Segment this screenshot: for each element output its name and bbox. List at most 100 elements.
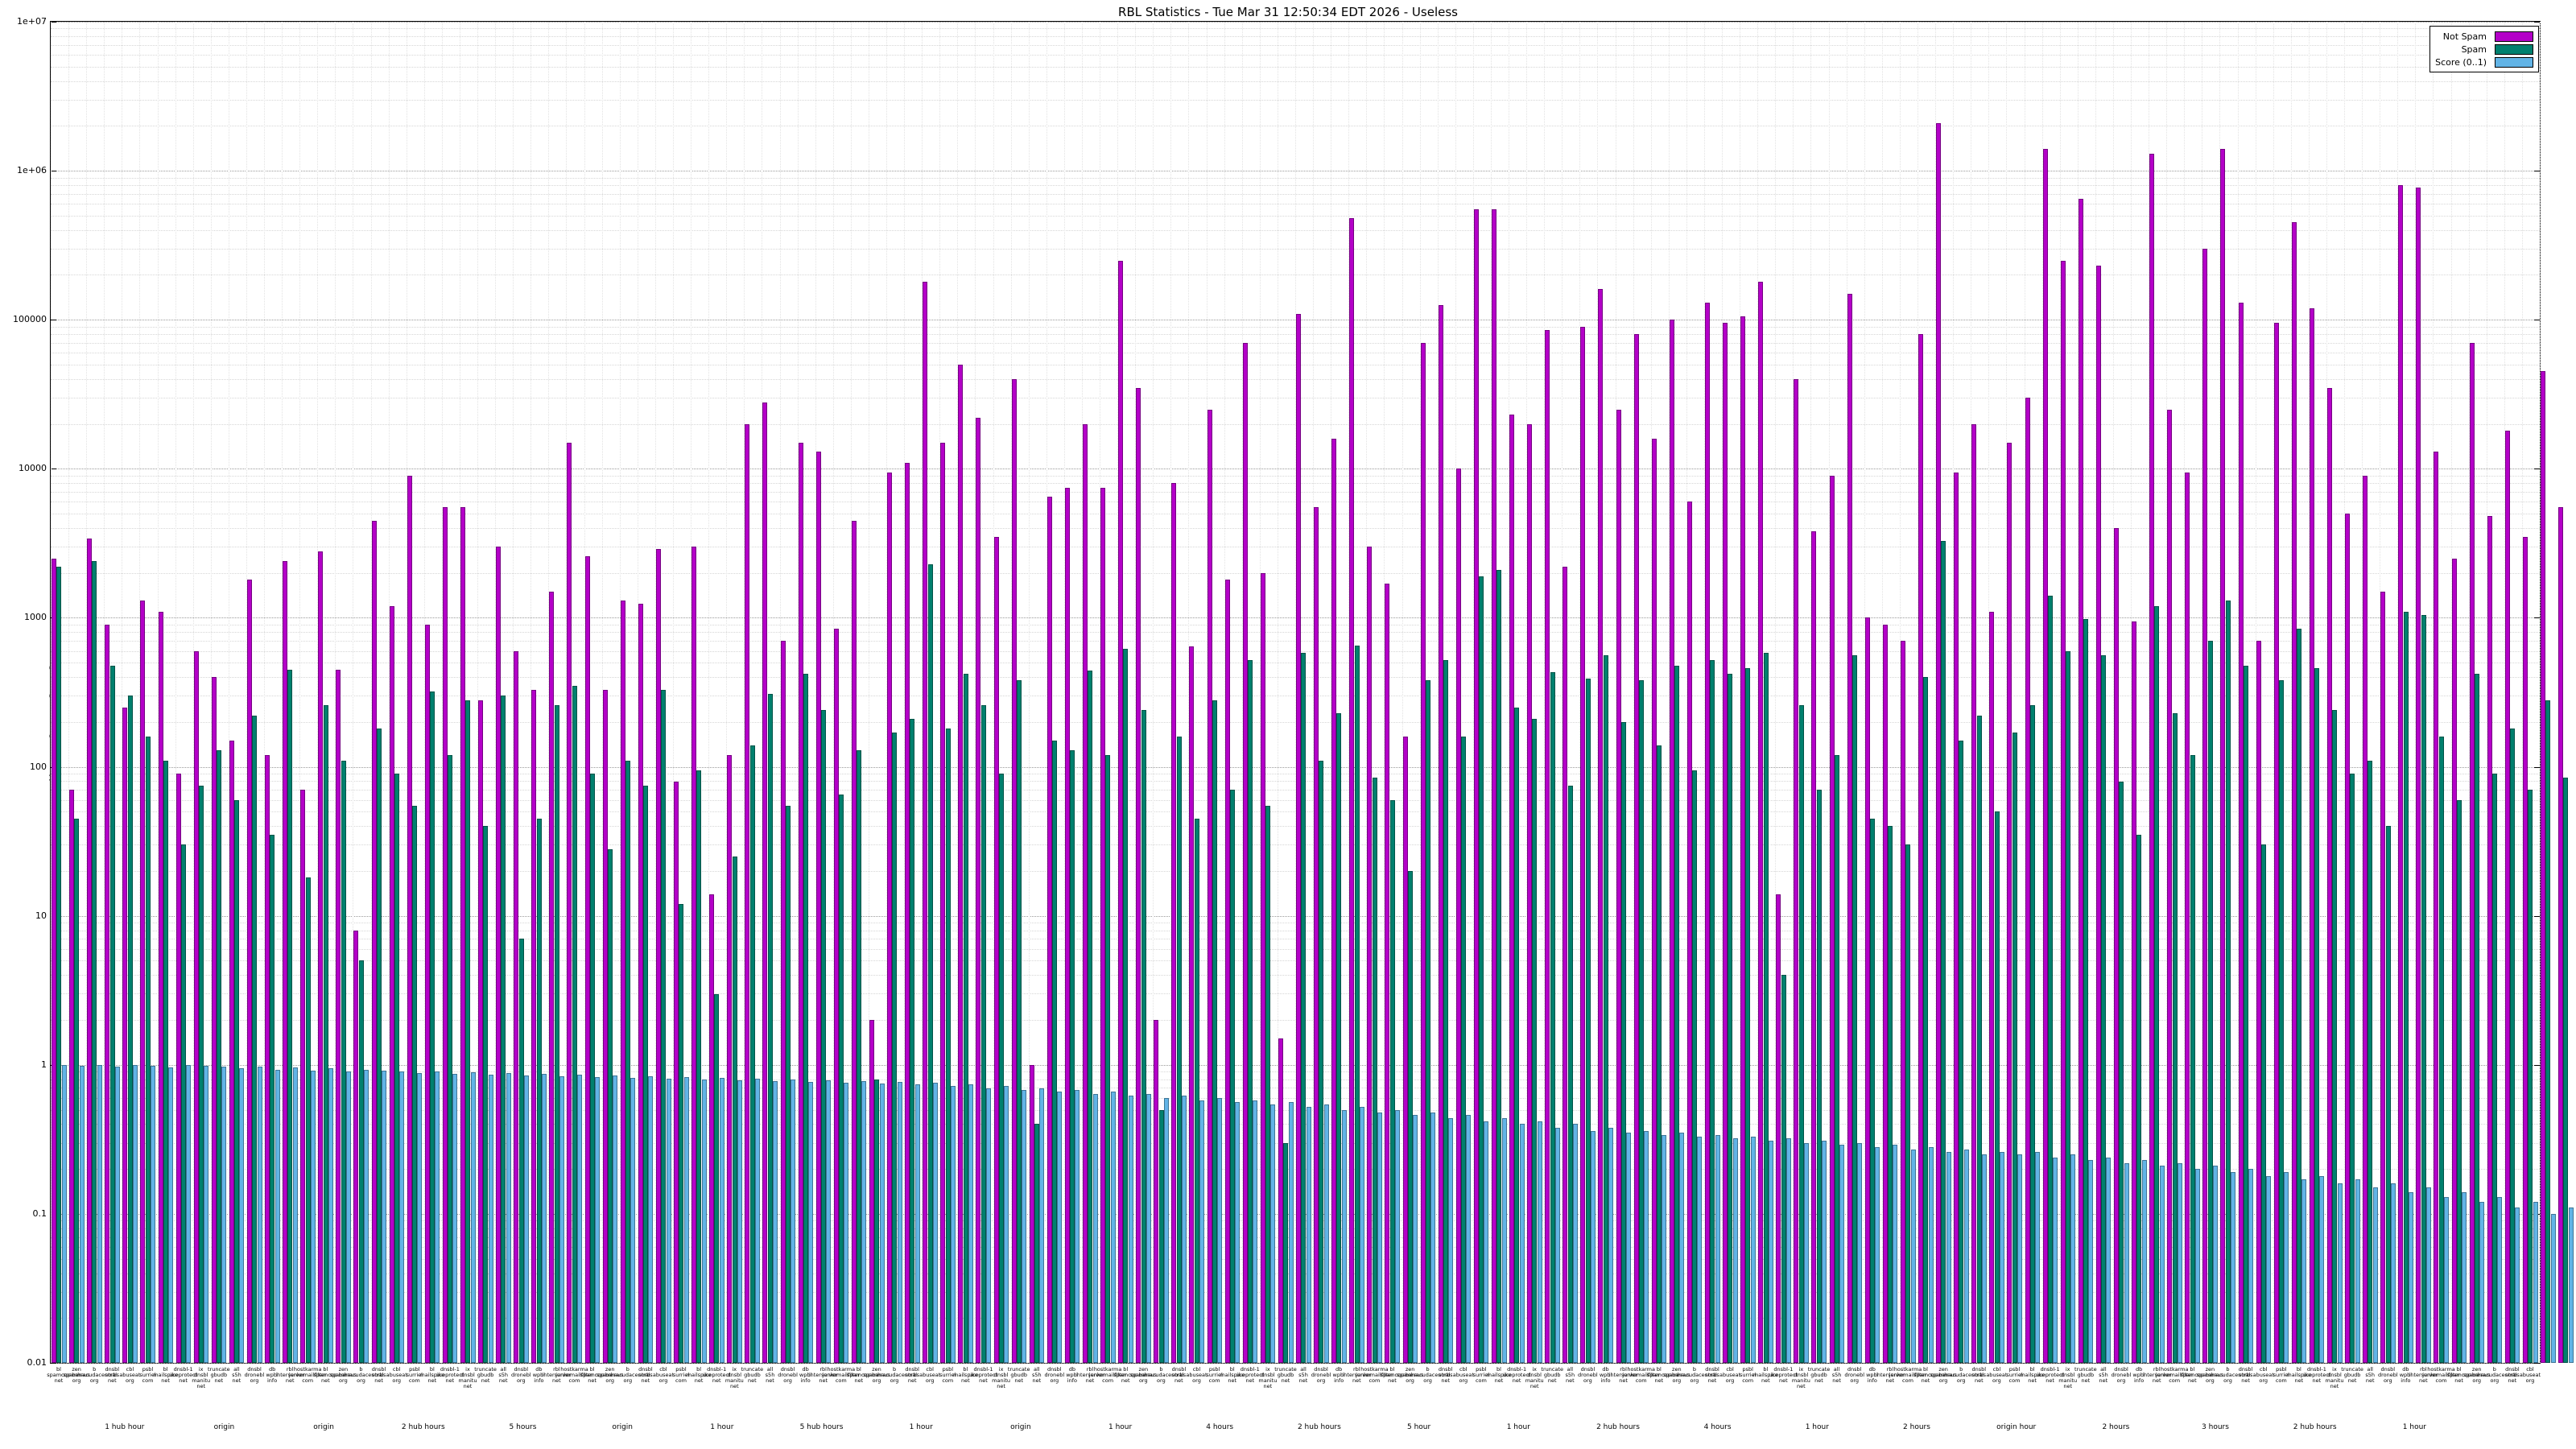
bar-spam: [483, 826, 489, 1363]
bar-spam: [1336, 712, 1342, 1363]
bar-score-0-1: [1750, 1136, 1756, 1363]
bar-spam: [198, 785, 204, 1363]
x-tick-label: dnsbl sorbs net: [371, 1366, 386, 1384]
gridline-vertical: [1153, 22, 1154, 1363]
x-tick-label: truncate gbudb net: [2074, 1366, 2097, 1384]
bar-spam: [1034, 1124, 1039, 1363]
legend-row: Not Spam: [2435, 30, 2533, 43]
gridline-vertical: [282, 22, 283, 1363]
gridline-vertical: [832, 22, 834, 1363]
bar-score-0-1: [1590, 1130, 1596, 1363]
bar-not-spam: [1189, 646, 1195, 1363]
bar-spam: [127, 696, 133, 1363]
bar-score-0-1: [2462, 1191, 2467, 1363]
bar-score-0-1: [844, 1082, 849, 1363]
bar-score-0-1: [1163, 1097, 1169, 1363]
x-tick-label: dnsbl dronebl org: [2377, 1366, 2398, 1384]
bar-spam: [1052, 741, 1058, 1363]
x-section-label: origin: [313, 1423, 334, 1431]
bar-spam: [448, 754, 453, 1363]
gridline-vertical: [1935, 22, 1937, 1363]
gridline-vertical: [815, 22, 816, 1363]
bar-score-0-1: [2533, 1202, 2538, 1363]
bar-score-0-1: [1484, 1121, 1489, 1363]
bar-score-0-1: [239, 1067, 245, 1363]
gridline-vertical: [1757, 22, 1759, 1363]
bar-score-0-1: [1270, 1104, 1276, 1363]
bar-score-0-1: [1963, 1150, 1969, 1363]
x-tick-label: psbl surriel com: [672, 1366, 690, 1384]
bar-spam: [1923, 677, 1929, 1363]
bar-spam: [1105, 754, 1111, 1363]
x-tick-label: dnsbl-1 uceprotect net: [2302, 1366, 2331, 1384]
bar-spam: [767, 693, 773, 1363]
gridline-vertical: [1313, 22, 1315, 1363]
bar-score-0-1: [2301, 1179, 2307, 1363]
bar-score-0-1: [1235, 1102, 1241, 1363]
bar-spam: [661, 689, 667, 1363]
axis-tick: [51, 1363, 56, 1364]
bar-not-spam: [620, 601, 625, 1363]
gridline-vertical: [104, 22, 105, 1363]
bar-spam: [749, 745, 755, 1363]
bar-not-spam: [2469, 342, 2475, 1363]
bar-not-spam: [1100, 487, 1106, 1363]
x-tick-label: bl mailspike net: [1486, 1366, 1512, 1384]
x-tick-label: hostkarma junkemailfilter com: [1622, 1366, 1660, 1384]
gridline-vertical: [1081, 22, 1083, 1363]
gridline-vertical: [1472, 22, 1474, 1363]
bar-not-spam: [175, 774, 181, 1363]
bar-score-0-1: [1804, 1142, 1809, 1363]
x-tick-label: cbl abuseat org: [2252, 1366, 2274, 1384]
bar-not-spam: [1082, 423, 1088, 1363]
gridline-vertical: [744, 22, 745, 1363]
bar-spam: [394, 774, 399, 1363]
bar-not-spam: [2025, 398, 2030, 1363]
gridline-vertical: [1241, 22, 1243, 1363]
bar-not-spam: [1936, 122, 1942, 1363]
bar-not-spam: [2007, 442, 2013, 1363]
bar-spam: [1959, 741, 1964, 1363]
gridlines: [51, 22, 2541, 1364]
bar-score-0-1: [1306, 1107, 1311, 1363]
bar-spam: [1620, 721, 1626, 1363]
legend-row: Spam: [2435, 43, 2533, 56]
x-tick-label: truncate gbudb net: [1807, 1366, 1831, 1384]
x-tick-label: dnsbl sorbs net: [1705, 1366, 1719, 1384]
bar-not-spam: [353, 930, 359, 1363]
bar-spam: [1265, 805, 1271, 1363]
bar-spam: [1657, 745, 1662, 1363]
y-tick-label: 10: [35, 910, 47, 921]
bar-score-0-1: [897, 1081, 902, 1363]
bar-not-spam: [655, 548, 661, 1363]
gridline-vertical: [1881, 22, 1883, 1363]
bar-not-spam: [1723, 323, 1728, 1363]
x-section-label: 2 hub hours: [1596, 1423, 1640, 1431]
bar-not-spam: [1704, 303, 1710, 1363]
bar-not-spam: [478, 700, 484, 1363]
bar-not-spam: [1385, 583, 1390, 1363]
bar-score-0-1: [1501, 1117, 1507, 1363]
bar-score-0-1: [1466, 1115, 1472, 1363]
bar-spam: [1585, 679, 1591, 1363]
bar-not-spam: [923, 282, 928, 1363]
bar-score-0-1: [1715, 1134, 1720, 1363]
x-tick-label: dnsbl dronebl org: [2111, 1366, 2132, 1384]
bar-spam: [732, 857, 737, 1363]
bar-spam: [803, 674, 808, 1363]
bar-score-0-1: [613, 1075, 618, 1363]
x-section-label: 1 hour: [710, 1423, 734, 1431]
x-tick-label: db wpbl info: [2399, 1366, 2413, 1384]
bar-not-spam: [158, 611, 163, 1363]
x-section-label: 2 hours: [1903, 1423, 1930, 1431]
x-tick-label: zen spamhaus org: [1663, 1366, 1690, 1384]
bar-spam: [1016, 680, 1022, 1363]
bar-not-spam: [2522, 536, 2528, 1363]
bar-not-spam: [2149, 154, 2155, 1363]
gridline-vertical: [584, 22, 585, 1363]
x-tick-label: b barracudacentral org: [1405, 1366, 1451, 1384]
bar-score-0-1: [1341, 1109, 1347, 1363]
bar-score-0-1: [879, 1083, 885, 1363]
bar-not-spam: [1402, 736, 1408, 1363]
gridline-vertical: [1437, 22, 1439, 1363]
